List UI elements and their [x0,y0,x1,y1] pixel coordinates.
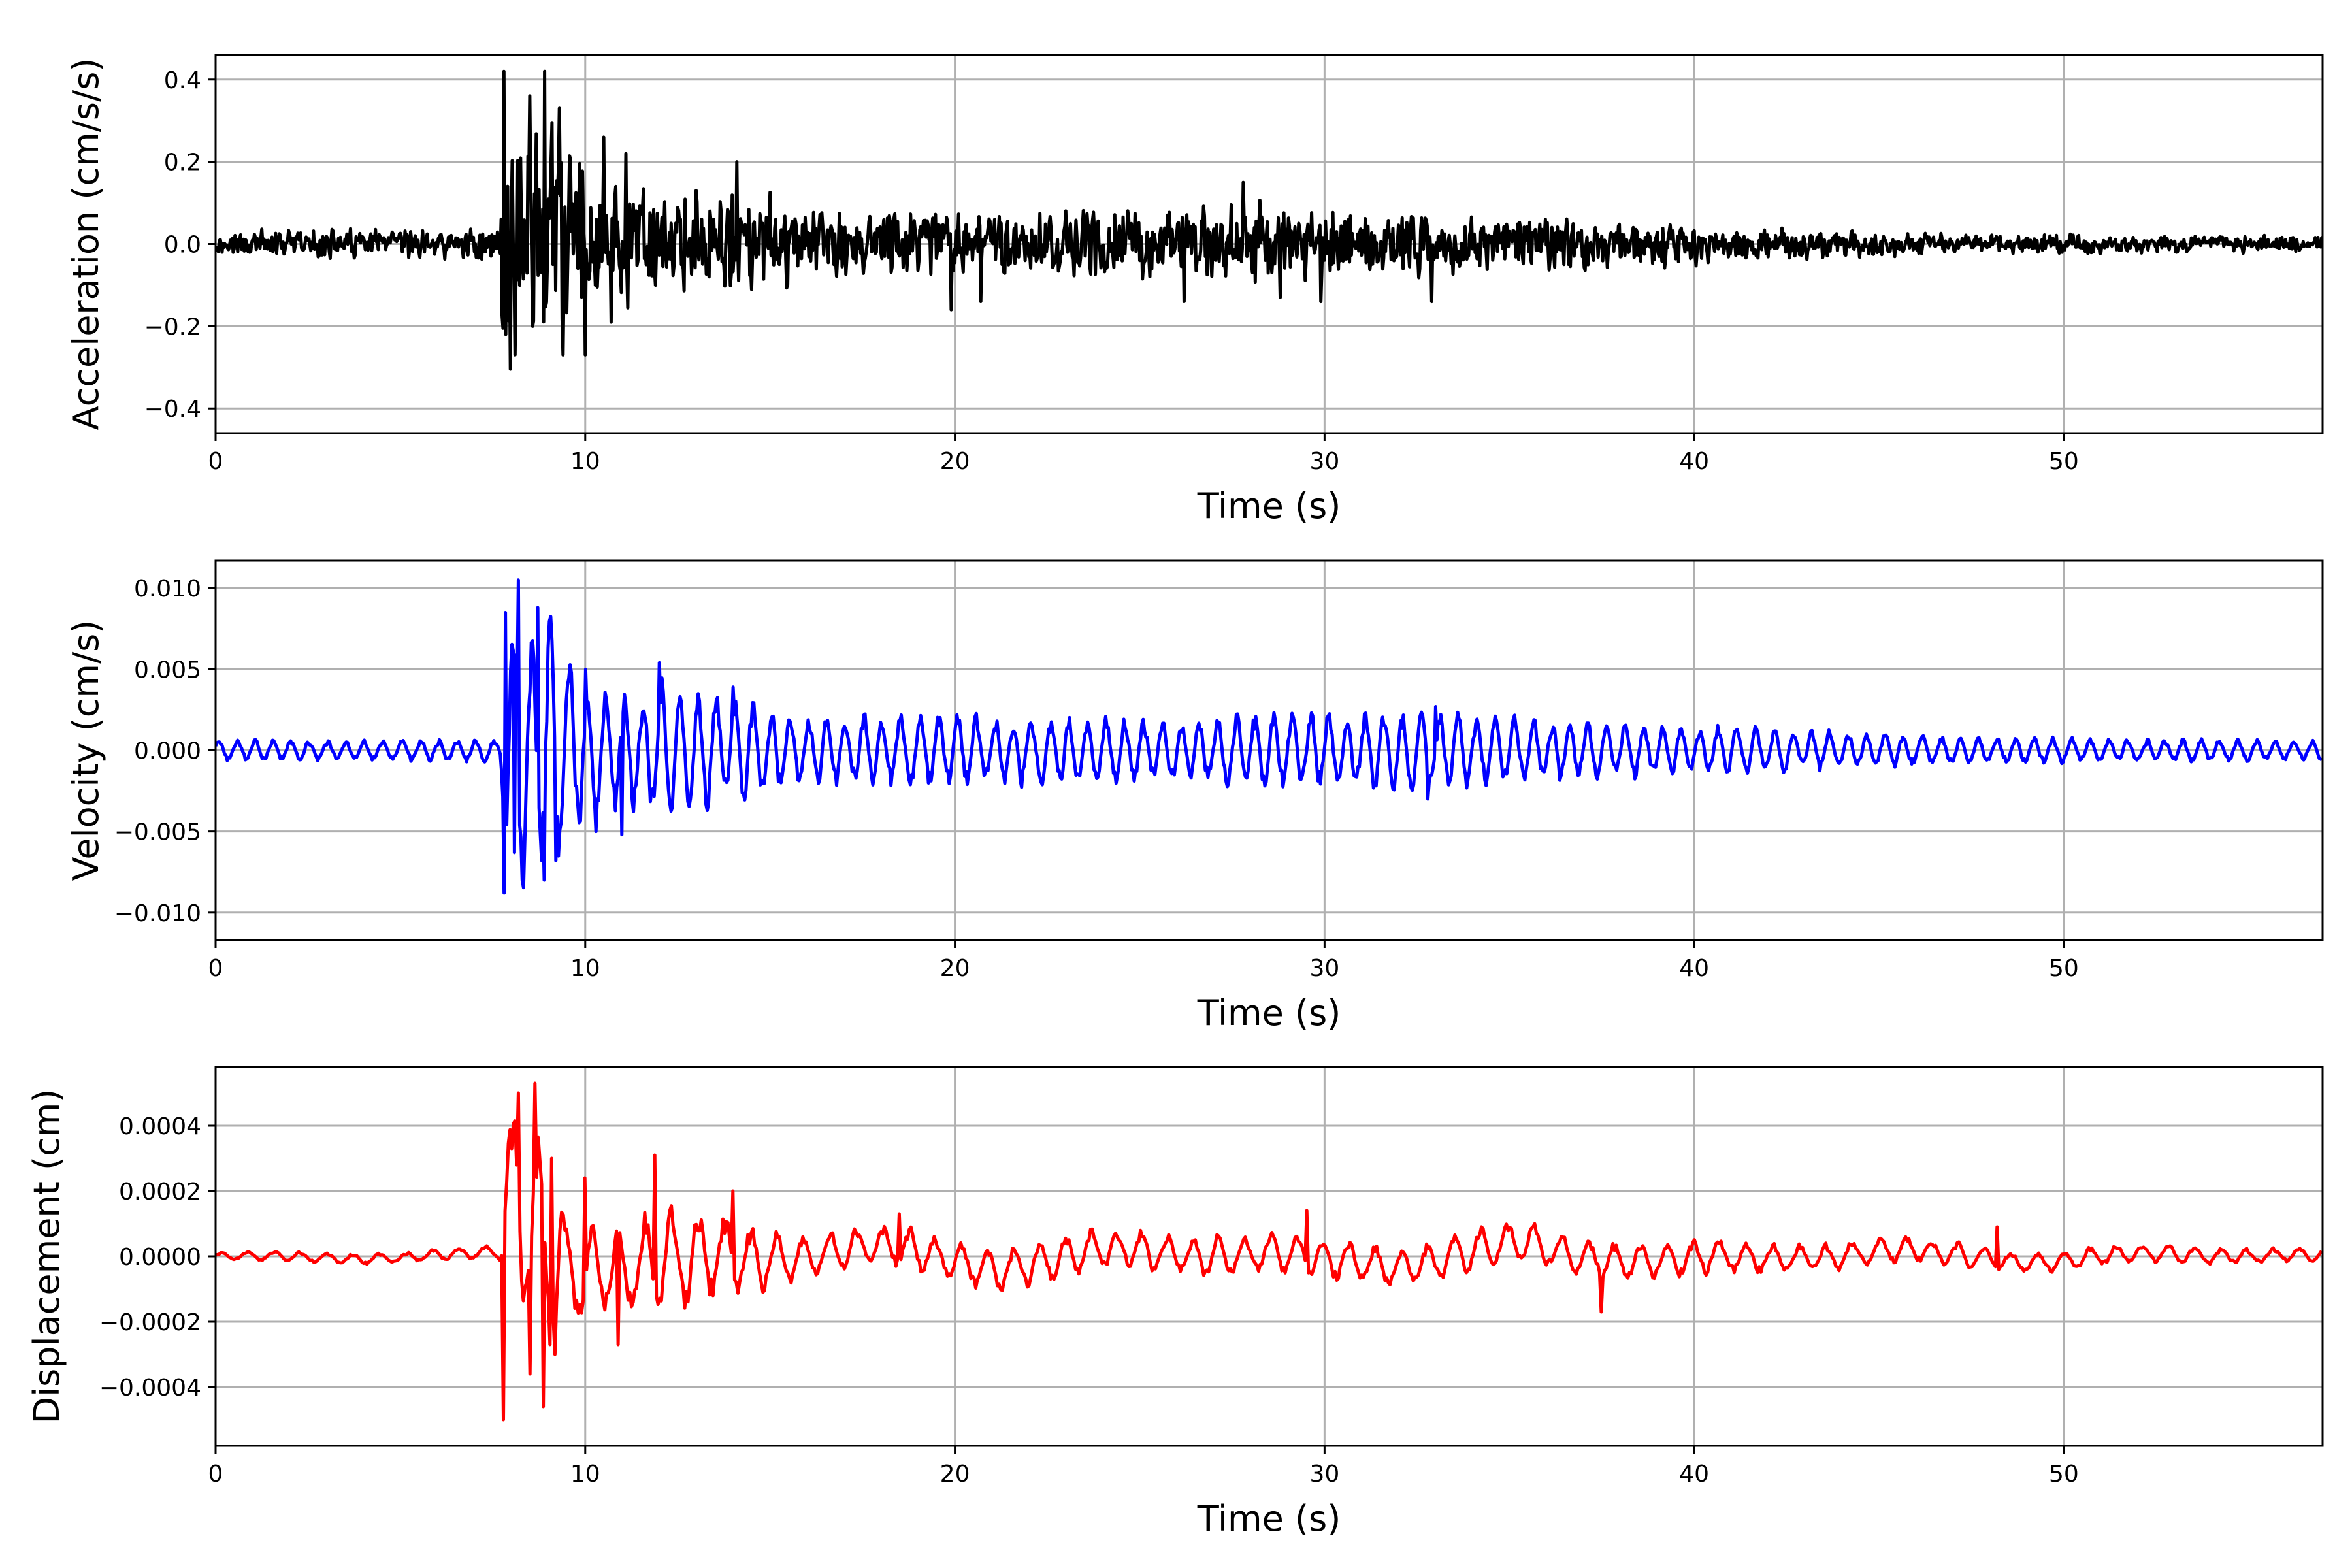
acceleration-x-tick-label-0: 0 [208,448,223,475]
acceleration-x-tick-label-1: 10 [570,448,600,475]
acceleration-y-tick-label-4: 0.4 [164,67,201,94]
displacement-x-tick-label-0: 0 [208,1461,223,1488]
displacement-panel: 0 10 20 30 40 50 −0.0004 −0.0002 0.0000 0.0002 0.0… [26,1066,2324,1539]
velocity-x-tick-label-5: 50 [2049,955,2079,982]
displacement-y-tick-label-1: −0.0002 [99,1309,201,1336]
acceleration-series-line [216,69,2323,371]
velocity-y-tick-label-4: 0.010 [134,576,201,602]
displacement-x-axis-label: Time (s) [1197,1498,1341,1539]
displacement-y-tick-label-2: 0.0000 [119,1244,201,1271]
displacement-x-tick-label-3: 30 [1309,1461,1339,1488]
displacement-x-tick-label-1: 10 [570,1461,600,1488]
velocity-x-tick-label-0: 0 [208,955,223,982]
velocity-y-tick-label-3: 0.005 [134,657,201,683]
acceleration-y-axis-label: Acceleration (cm/s/s) [65,58,106,431]
velocity-y-axis-label: Velocity (cm/s) [65,620,106,881]
displacement-y-axis-label: Displacement (cm) [26,1089,67,1424]
displacement-y-tick-label-0: −0.0004 [99,1375,201,1401]
displacement-y-tick-label-4: 0.0004 [119,1113,201,1140]
velocity-y-tick-label-2: 0.000 [134,738,201,765]
acceleration-panel: 0 10 20 30 40 50 −0.4 −0.2 0.0 0.2 0.4 Time (s) Acce… [65,54,2324,527]
velocity-series-line [216,578,2323,895]
acceleration-y-tick-label-2: 0.0 [164,232,201,259]
velocity-x-tick-label-1: 10 [570,955,600,982]
acceleration-x-tick-label-3: 30 [1309,448,1339,475]
displacement-series-line [216,1081,2323,1422]
acceleration-x-tick-label-2: 20 [940,448,970,475]
displacement-x-tick-label-2: 20 [940,1461,970,1488]
velocity-y-tick-label-0: −0.010 [114,900,201,927]
velocity-x-axis-label: Time (s) [1197,992,1341,1034]
velocity-x-tick-label-2: 20 [940,955,970,982]
displacement-x-tick-label-4: 40 [1679,1461,1709,1488]
velocity-x-tick-label-3: 30 [1309,955,1339,982]
acceleration-x-tick-label-4: 40 [1679,448,1709,475]
acceleration-x-tick-label-5: 50 [2049,448,2079,475]
velocity-y-tick-label-1: −0.005 [114,819,201,846]
velocity-x-tick-label-4: 40 [1679,955,1709,982]
displacement-x-tick-label-5: 50 [2049,1461,2079,1488]
acceleration-y-tick-label-1: −0.2 [144,314,201,340]
acceleration-y-tick-label-3: 0.2 [164,150,201,176]
acceleration-x-axis-label: Time (s) [1197,485,1341,527]
acceleration-y-tick-label-0: −0.4 [144,396,201,423]
velocity-panel: 0 10 20 30 40 50 −0.010 −0.005 0.000 0.005 0.010 Ti… [65,559,2324,1034]
displacement-y-tick-label-3: 0.0002 [119,1179,201,1205]
